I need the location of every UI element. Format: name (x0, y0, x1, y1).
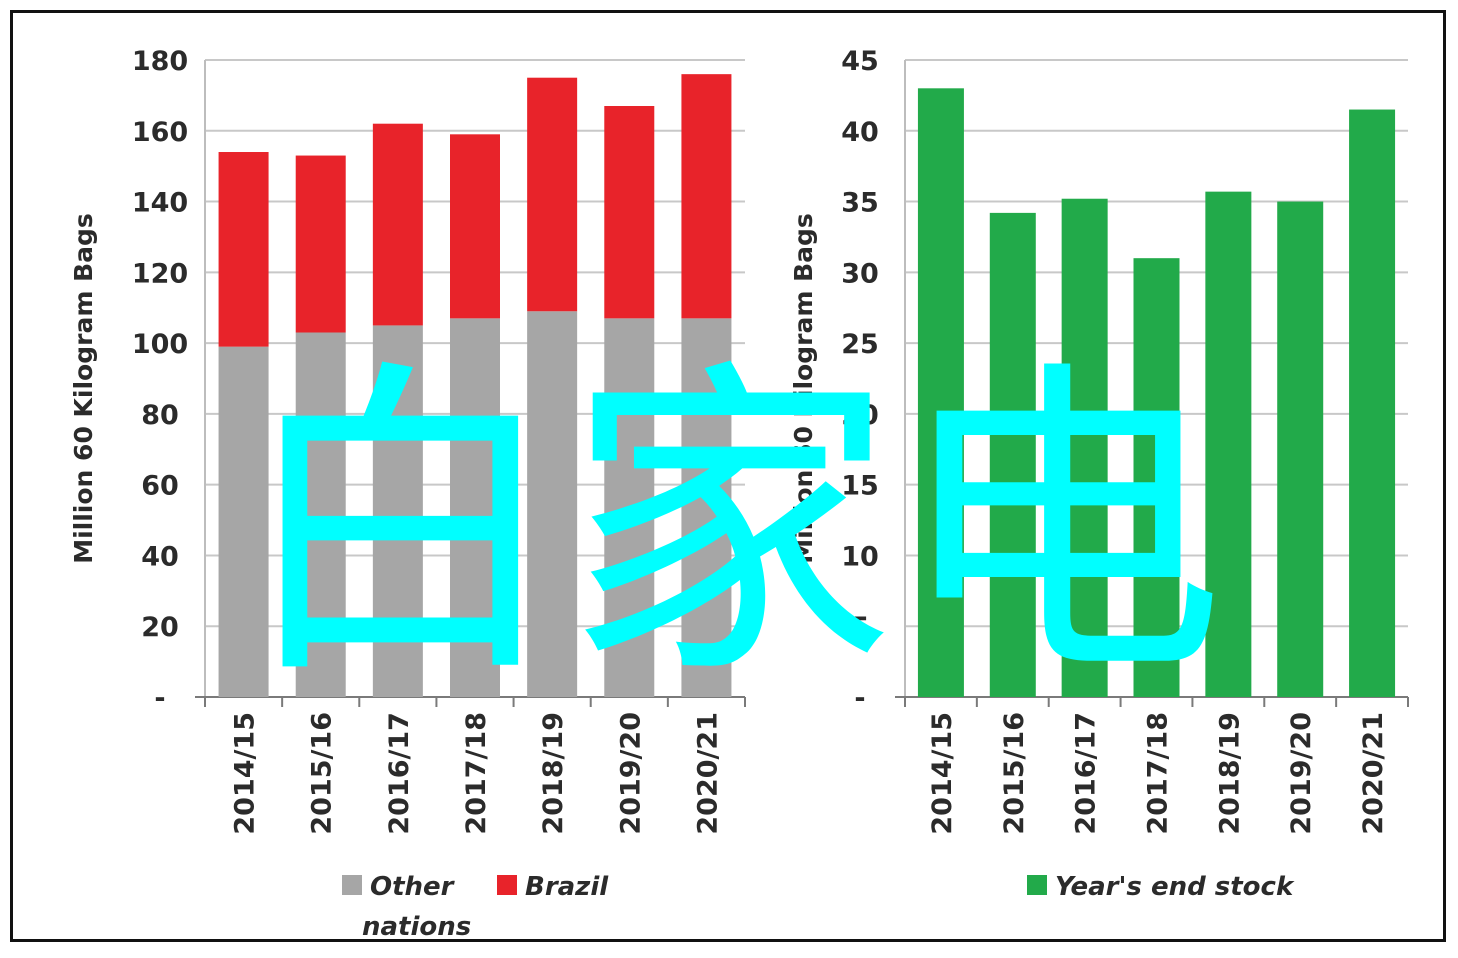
x-tick-label: 2018/19 (538, 712, 569, 835)
x-tick-label: 2014/15 (230, 712, 261, 835)
bar-brazil (372, 123, 423, 326)
legend-label: Other (370, 872, 456, 902)
legend-swatch (342, 875, 362, 895)
y-axis-label: Million 60 Kilogram Bags (789, 213, 818, 564)
bar-year-s-end-stock (1061, 198, 1108, 698)
watermark-text: 白家电 (235, 334, 1225, 718)
y-tick-label: 120 (132, 258, 188, 289)
y-tick-label: 20 (841, 400, 879, 431)
bar-year-s-end-stock (1133, 258, 1180, 697)
bar-other-nations (295, 332, 346, 697)
x-tick-label: 2020/21 (692, 712, 723, 835)
bar-brazil (681, 74, 732, 319)
bar-other-nations (372, 325, 423, 697)
bar-brazil (604, 106, 655, 319)
stock-bar-chart: - 5 10 15 20 25 30 35 40 45 Million 60 Kilogram Ba… (789, 46, 1409, 902)
y-tick-label: - (854, 683, 865, 714)
x-tick-label: 2016/17 (384, 712, 415, 835)
bar-other-nations (218, 346, 269, 697)
x-tick-label: 2019/20 (1286, 712, 1317, 835)
legend-label: Year's end stock (1055, 872, 1295, 902)
bar-brazil (218, 152, 269, 347)
y-tick-label: 160 (132, 117, 188, 148)
x-tick-label: 2019/20 (615, 712, 646, 835)
x-tick-label: 2018/19 (1214, 712, 1245, 835)
figure-frame (10, 10, 1446, 942)
x-tick-label: 2016/17 (1071, 712, 1102, 835)
y-tick-label: - (154, 683, 165, 714)
x-tick-label: 2014/15 (927, 712, 958, 835)
legend-label: Brazil (525, 872, 609, 902)
y-tick-label: 40 (141, 541, 179, 572)
y-tick-label: 140 (132, 188, 188, 219)
y-tick-label: 5 (851, 612, 870, 643)
y-tick-label: 80 (141, 400, 179, 431)
y-tick-label: 25 (841, 329, 879, 360)
bar-year-s-end-stock (917, 88, 964, 698)
bar-year-s-end-stock (989, 212, 1036, 697)
y-tick-label: 45 (841, 46, 879, 77)
bar-year-s-end-stock (1277, 201, 1324, 698)
bar-year-s-end-stock (1349, 109, 1396, 698)
y-tick-label: 15 (841, 471, 879, 502)
bar-brazil (450, 134, 500, 319)
bar-other-nations (527, 311, 578, 697)
x-tick-label: 2020/21 (1358, 712, 1389, 835)
bar-brazil (527, 77, 578, 312)
y-tick-label: 100 (132, 329, 188, 360)
y-tick-label: 30 (841, 258, 879, 289)
stacked-bar-chart: - 20 40 60 80 100 120 140 160 180 Million 60 Kilog… (69, 46, 746, 942)
y-tick-label: 20 (141, 612, 179, 643)
legend-label: nations (362, 912, 471, 942)
bar-other-nations (681, 318, 732, 697)
x-tick-label: 2015/16 (307, 712, 338, 835)
y-tick-label: 180 (132, 46, 188, 77)
x-tick-label: 2015/16 (999, 712, 1030, 835)
y-tick-label: 35 (841, 188, 879, 219)
bar-other-nations (450, 318, 500, 697)
legend-swatch (497, 875, 517, 895)
x-tick-label: 2017/18 (461, 712, 492, 835)
x-tick-label: 2017/18 (1143, 712, 1174, 835)
y-axis-label: Million 60 Kilogram Bags (69, 213, 98, 564)
bar-year-s-end-stock (1205, 191, 1252, 697)
bar-other-nations (604, 318, 655, 697)
y-tick-label: 10 (841, 541, 879, 572)
y-tick-label: 60 (141, 471, 179, 502)
y-tick-label: 40 (841, 117, 879, 148)
bar-brazil (295, 155, 346, 333)
legend-swatch (1027, 875, 1047, 895)
